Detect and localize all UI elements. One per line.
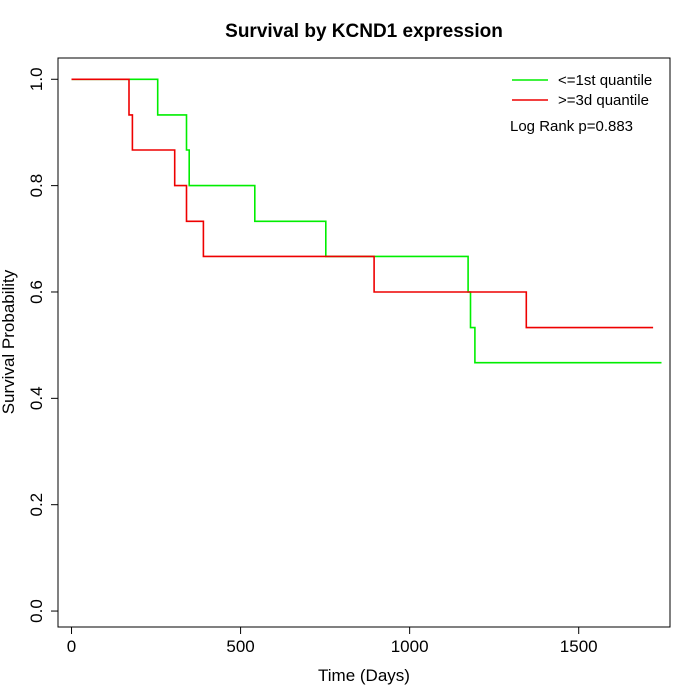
y-tick-label: 0.2 [27,493,46,517]
chart-title: Survival by KCND1 expression [225,21,503,42]
y-axis: 0.0 0.2 0.4 0.6 0.8 1.0 [27,67,59,623]
x-tick-label: 500 [226,637,254,656]
x-axis-label: Time (Days) [318,666,410,685]
y-tick-label: 1.0 [27,67,46,91]
y-axis-label: Survival Probability [0,269,18,414]
x-tick-label: 1000 [391,637,429,656]
x-tick-label: 1500 [560,637,598,656]
plot-frame [57,57,671,628]
legend-label: >=3d quantile [558,92,649,109]
x-tick-label: 0 [67,637,76,656]
legend: <=1st quantile >=3d quantile [512,72,652,109]
log-rank-annotation: Log Rank p=0.883 [510,118,633,135]
y-tick-label: 0.0 [27,599,46,623]
series-layer [71,78,662,364]
series-line-2 [71,78,654,329]
y-tick-label: 0.6 [27,280,46,304]
legend-label: <=1st quantile [558,72,652,89]
y-tick-label: 0.4 [27,386,46,410]
y-tick-label: 0.8 [27,174,46,198]
series-line-1 [71,78,662,364]
x-axis: 0 500 1000 1500 [67,626,598,656]
